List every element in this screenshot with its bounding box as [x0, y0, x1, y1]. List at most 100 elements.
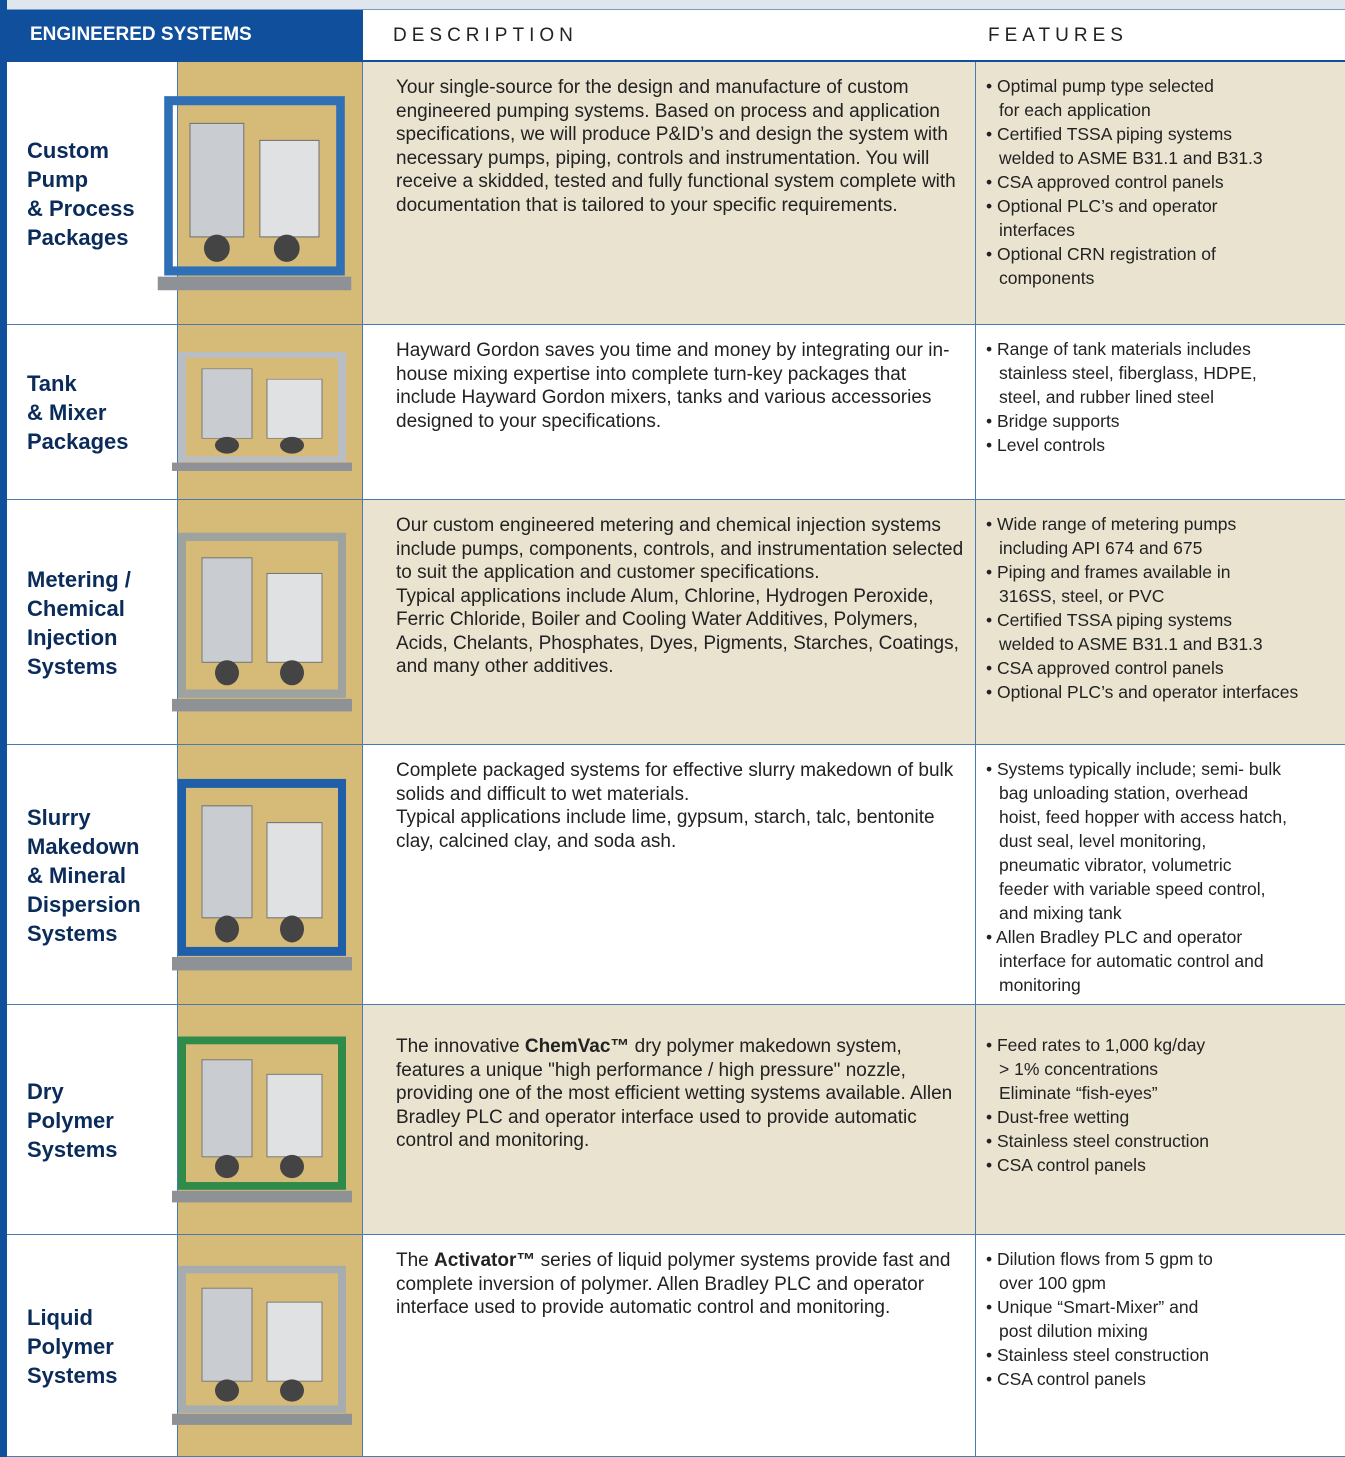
- feature-line: • Certified TSSA piping systems: [986, 124, 1233, 144]
- feature-line: • CSA control panels: [986, 1155, 1146, 1175]
- feature-line: • Optional PLC’s and operator interfaces: [986, 682, 1299, 702]
- description-text: Your single-source for the design and ma…: [396, 77, 956, 216]
- description-text: dry polymer makedown system, features a …: [396, 1036, 953, 1151]
- description-text: Our custom engineered metering and chemi…: [396, 515, 964, 583]
- row: Metering / Chemical Injection Systems Our cu…: [7, 500, 1345, 745]
- feature-line: • Piping and frames available in: [986, 562, 1231, 582]
- row-name: Slurry Makedown & Mineral Dispersion Systems: [27, 745, 177, 1005]
- feature-line: • Wide range of metering pumps: [986, 514, 1237, 534]
- features-divider: [975, 1235, 976, 1456]
- name-cell: [7, 500, 177, 744]
- equipment-drawing: [157, 96, 352, 291]
- row-description: Hayward Gordon saves you time and money …: [396, 339, 971, 433]
- name-line: Dry: [27, 1078, 64, 1104]
- row-features: • Range of tank materials includes stainl…: [986, 337, 1342, 457]
- name-line: Chemical: [27, 595, 125, 621]
- name-line: Packages: [27, 429, 129, 454]
- feature-item: • Piping and frames available in 316SS, s…: [986, 560, 1342, 608]
- description-paragraph: Hayward Gordon saves you time and money …: [396, 339, 971, 433]
- feature-line: stainless steel, fiberglass, HDPE,: [999, 363, 1257, 383]
- equipment-photo: [162, 1021, 362, 1215]
- description-paragraph: The innovative ChemVac™ dry polymer make…: [396, 1035, 971, 1153]
- row-features: • Dilution flows from 5 gpm to over 100 g…: [986, 1247, 1342, 1391]
- row-name: Liquid Polymer Systems: [27, 1235, 177, 1457]
- name-line: Injection: [27, 624, 118, 650]
- feature-item: • Optional PLC’s and operator interfaces: [986, 680, 1342, 704]
- name-cell: [7, 1235, 177, 1456]
- row: Slurry Makedown & Mineral Dispersion Systems…: [7, 745, 1345, 1005]
- features-divider: [975, 500, 976, 744]
- name-cell: [7, 62, 177, 324]
- header-description: DESCRIPTION: [393, 25, 578, 46]
- row-features: • Systems typically include; semi- bulk b…: [986, 757, 1342, 997]
- description-paragraph: Complete packaged systems for effective …: [396, 759, 971, 806]
- feature-item: • Dust-free wetting: [986, 1105, 1342, 1129]
- row-name: Tank & Mixer Packages: [27, 325, 177, 500]
- feature-line: over 100 gpm: [999, 1273, 1107, 1293]
- row-name: Custom Pump & Process Packages: [27, 62, 177, 325]
- feature-line: 316SS, steel, or PVC: [999, 586, 1165, 606]
- feature-line: • Level controls: [986, 435, 1105, 455]
- name-line: Custom: [27, 137, 109, 163]
- row-description: Complete packaged systems for effective …: [396, 759, 971, 853]
- row-features: • Feed rates to 1,000 kg/day > 1% concent…: [986, 1033, 1342, 1177]
- feature-line: • Dust-free wetting: [986, 1107, 1130, 1127]
- feature-line: • Unique “Smart-Mixer” and: [986, 1297, 1199, 1317]
- equipment-photo: [162, 1251, 362, 1437]
- feature-line: • Optimal pump type selected: [986, 76, 1214, 96]
- name-line: Systems: [27, 1136, 118, 1162]
- description-paragraph: Typical applications include lime, gypsu…: [396, 806, 971, 853]
- left-stripe: [0, 0, 7, 1457]
- row: Tank & Mixer Packages Hayward Gordon saves …: [7, 325, 1345, 500]
- feature-line: • Optional CRN registration of: [986, 244, 1216, 264]
- row-features: • Optimal pump type selected for each app…: [986, 74, 1342, 290]
- feature-item: • Feed rates to 1,000 kg/day > 1% concent…: [986, 1033, 1342, 1105]
- feature-line: • Stainless steel construction: [986, 1131, 1210, 1151]
- feature-item: • Level controls: [986, 433, 1342, 457]
- description-text: Activator™: [434, 1250, 536, 1271]
- feature-item: • Dilution flows from 5 gpm to over 100 g…: [986, 1247, 1342, 1295]
- feature-line: • Bridge supports: [986, 411, 1120, 431]
- feature-item: • Optional PLC’s and operator interfaces: [986, 194, 1342, 242]
- feature-line: • Certified TSSA piping systems: [986, 610, 1233, 630]
- description-paragraph: Your single-source for the design and ma…: [396, 76, 971, 217]
- description-text: Typical applications include lime, gypsu…: [396, 807, 935, 852]
- equipment-drawing: [172, 352, 352, 471]
- feature-line: • CSA approved control panels: [986, 172, 1224, 192]
- feature-line: welded to ASME B31.1 and B31.3: [999, 148, 1263, 168]
- name-line: Tank: [27, 371, 77, 396]
- feature-line: interface for automatic control and: [999, 951, 1264, 971]
- feature-item: • Optional CRN registration of components: [986, 242, 1342, 290]
- feature-line: • Stainless steel construction: [986, 1345, 1210, 1365]
- feature-line: hoist, feed hopper with access hatch,: [999, 807, 1287, 827]
- description-text: series of liquid polymer systems provide…: [396, 1250, 951, 1318]
- feature-line: steel, and rubber lined steel: [999, 387, 1214, 407]
- feature-item: • Stainless steel construction: [986, 1129, 1342, 1153]
- feature-line: components: [999, 268, 1095, 288]
- row: Custom Pump & Process Packages Your single-s…: [7, 62, 1345, 325]
- feature-line: • Allen Bradley PLC and operator: [986, 927, 1243, 947]
- feature-line: • Feed rates to 1,000 kg/day: [986, 1035, 1206, 1055]
- feature-line: • Optional PLC’s and operator: [986, 196, 1218, 216]
- name-line: Polymer: [27, 1107, 114, 1133]
- name-line: Pump: [27, 166, 89, 192]
- feature-line: for each application: [999, 100, 1151, 120]
- row-features: • Wide range of metering pumps including …: [986, 512, 1342, 704]
- header-section: ENGINEERED SYSTEMS: [30, 24, 252, 45]
- row: Liquid Polymer Systems The Activator™ serie…: [7, 1235, 1345, 1457]
- description-text: ChemVac™: [524, 1036, 630, 1057]
- row-description: Our custom engineered metering and chemi…: [396, 514, 971, 679]
- feature-line: post dilution mixing: [999, 1321, 1148, 1341]
- row: Dry Polymer Systems The innovative ChemVac™…: [7, 1005, 1345, 1235]
- feature-item: • Optimal pump type selected for each app…: [986, 74, 1342, 122]
- feature-line: • Dilution flows from 5 gpm to: [986, 1249, 1213, 1269]
- feature-line: • Systems typically include; semi- bulk: [986, 759, 1281, 779]
- name-line: Systems: [27, 653, 118, 679]
- description-text: Hayward Gordon saves you time and money …: [396, 340, 950, 432]
- name-line: Polymer: [27, 1333, 114, 1359]
- feature-line: and mixing tank: [999, 903, 1122, 923]
- feature-line: • Range of tank materials includes: [986, 339, 1251, 359]
- row-name: Dry Polymer Systems: [27, 1005, 177, 1235]
- feature-item: • Systems typically include; semi- bulk b…: [986, 757, 1342, 925]
- row-name: Metering / Chemical Injection Systems: [27, 500, 177, 745]
